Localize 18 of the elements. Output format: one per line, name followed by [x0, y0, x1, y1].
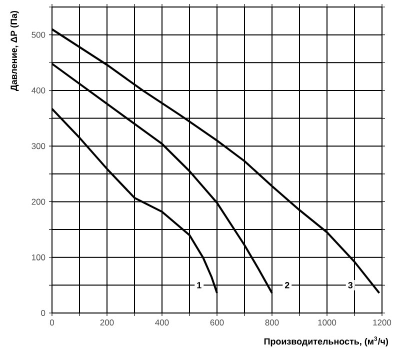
y-axis-title: Давление, ΔР (Па)	[10, 10, 19, 91]
x-tick-label: 1200	[373, 320, 392, 326]
x-tick-label: 1000	[318, 320, 336, 326]
y-tick-label: 500	[32, 32, 46, 38]
annotation: 3	[348, 282, 353, 288]
y-tick-label: 100	[32, 254, 46, 260]
x-tick-label: 600	[210, 320, 224, 326]
x-axis-title: Производительность, (м$^{3}$/ч)	[264, 336, 388, 346]
y-tick-label: 300	[32, 143, 46, 150]
y-tick-label: 200	[32, 198, 46, 205]
x-tick-label: 0	[50, 320, 54, 326]
y-tick-label: 0	[41, 310, 46, 316]
annotation: 1	[197, 282, 202, 288]
annotation: 2	[284, 282, 290, 288]
x-tick-label: 800	[265, 320, 279, 326]
x-tick-label: 200	[100, 320, 114, 326]
x-tick-label: 400	[155, 320, 169, 326]
y-tick-label: 400	[32, 87, 46, 94]
